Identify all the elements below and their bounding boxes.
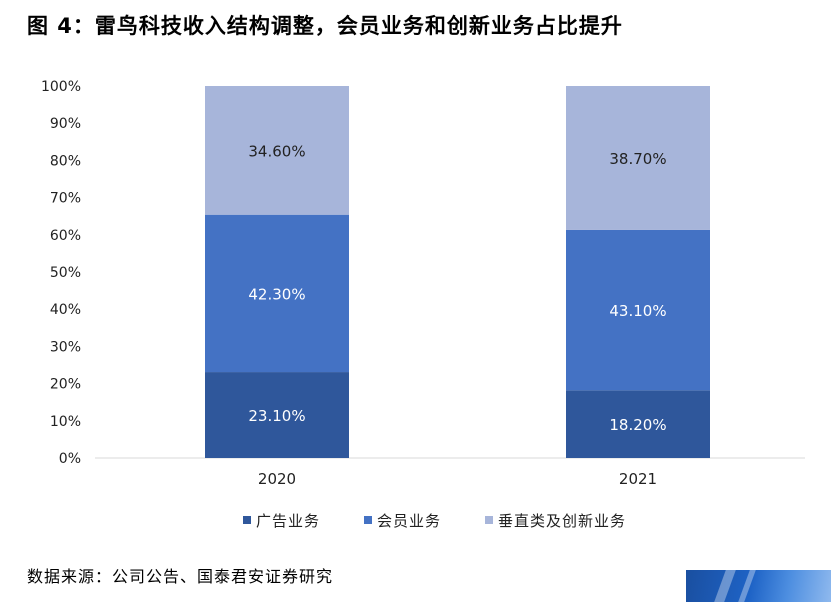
y-axis-ticks: 0% 10% 20% 30% 40% 50% 60% 70% 80% 90% 100% [41, 79, 81, 467]
data-label: 34.60% [248, 142, 305, 160]
chart-title: 图 4：雷鸟科技收入结构调整，会员业务和创新业务占比提升 [27, 14, 623, 38]
bar-segment [566, 390, 710, 458]
data-label: 42.30% [248, 285, 305, 303]
y-tick-label: 100% [41, 79, 81, 95]
data-label: 18.20% [609, 416, 666, 434]
y-tick-label: 20% [50, 377, 81, 393]
data-label: 43.10% [609, 302, 666, 320]
legend-swatch [243, 516, 251, 524]
corner-decoration [686, 570, 831, 602]
source-note: 数据来源：公司公告、国泰君安证券研究 [27, 567, 334, 586]
bars: 23.10% 42.30% 34.60% 18.20% 43.10% 38.70% [205, 86, 710, 458]
legend: 广告业务 会员业务 垂直类及创新业务 [243, 512, 626, 530]
y-tick-label: 90% [50, 116, 81, 132]
y-tick-label: 50% [50, 265, 81, 281]
x-tick-label: 2020 [258, 470, 296, 488]
y-tick-label: 60% [50, 228, 81, 244]
legend-swatch [485, 516, 493, 524]
y-tick-label: 0% [59, 451, 81, 467]
y-tick-label: 40% [50, 302, 81, 318]
legend-label: 垂直类及创新业务 [498, 512, 626, 530]
bar-segment [205, 214, 349, 373]
data-label: 38.70% [609, 150, 666, 168]
legend-swatch [364, 516, 372, 524]
stacked-bar-chart: 0% 10% 20% 30% 40% 50% 60% 70% 80% 90% 100% 23.10%… [41, 79, 805, 530]
bar-segment [566, 86, 710, 230]
y-tick-label: 10% [50, 414, 81, 430]
data-label: 23.10% [248, 407, 305, 425]
legend-label: 会员业务 [377, 512, 441, 530]
y-tick-label: 30% [50, 339, 81, 355]
x-tick-label: 2021 [619, 470, 657, 488]
bar-segment [205, 372, 349, 458]
y-tick-label: 80% [50, 153, 81, 169]
x-axis-ticks: 2020 2021 [258, 470, 657, 488]
bar-segment [566, 229, 710, 391]
bar-segment [205, 86, 349, 215]
legend-label: 广告业务 [256, 512, 320, 530]
y-tick-label: 70% [50, 191, 81, 207]
